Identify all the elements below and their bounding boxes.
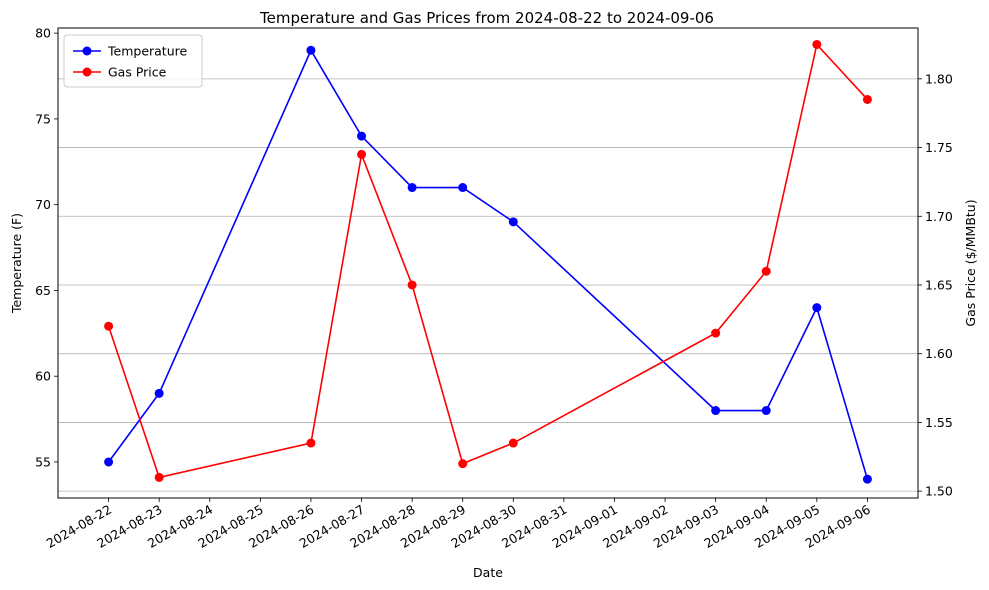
series-layer (104, 39, 872, 484)
data-point-gas-price (508, 438, 518, 448)
data-point-gas-price (812, 39, 822, 49)
y-tick-label: 80 (35, 26, 51, 41)
data-point-gas-price (306, 438, 316, 448)
data-point-gas-price (761, 266, 771, 276)
series-line-temperature (107, 48, 869, 480)
data-point-gas-price (407, 280, 417, 290)
data-point-temperature (508, 217, 518, 227)
data-point-gas-price (104, 321, 114, 331)
data-point-gas-price (458, 459, 468, 469)
y2-tick-label: 1.70 (925, 209, 953, 224)
y-axis-right-label: Gas Price ($/MMBtu) (963, 199, 978, 326)
data-point-temperature (862, 474, 872, 484)
x-axis: 2024-08-222024-08-232024-08-242024-08-25… (44, 498, 873, 551)
plot-frame (57, 27, 919, 499)
data-point-temperature (104, 457, 114, 467)
y-axis-left-label: Temperature (F) (9, 213, 24, 314)
y2-tick-label: 1.60 (925, 346, 953, 361)
chart-title: Temperature and Gas Prices from 2024-08-… (259, 9, 714, 27)
y-tick-label: 60 (35, 369, 51, 384)
data-point-temperature (761, 406, 771, 416)
data-point-temperature (357, 131, 367, 141)
grid (58, 78, 918, 492)
y2-tick-label: 1.65 (925, 277, 953, 292)
y2-tick-label: 1.50 (925, 484, 953, 499)
legend-marker-gas-price (82, 67, 92, 77)
data-point-temperature (711, 406, 721, 416)
y2-tick-label: 1.80 (925, 71, 953, 86)
data-point-gas-price (711, 328, 721, 338)
data-point-gas-price (862, 94, 872, 104)
data-point-temperature (812, 303, 822, 313)
series-line-gas-price (107, 42, 868, 479)
y-tick-label: 55 (35, 454, 51, 469)
y2-tick-label: 1.75 (925, 140, 953, 155)
data-point-temperature (154, 388, 164, 398)
data-point-temperature (458, 183, 468, 193)
y-axis-right: 1.50 1.55 1.60 1.65 1.70 1.75 1.80 (918, 71, 953, 499)
data-point-temperature (306, 45, 316, 55)
y-tick-label: 65 (35, 283, 51, 298)
legend-label-gas-price: Gas Price (108, 65, 167, 80)
legend-frame (63, 34, 203, 88)
y-tick-label: 75 (35, 111, 51, 126)
data-point-gas-price (154, 472, 164, 482)
y2-tick-label: 1.55 (925, 415, 953, 430)
data-point-temperature (407, 183, 417, 193)
x-axis-label: Date (473, 565, 503, 580)
y-tick-label: 70 (35, 197, 51, 212)
data-point-gas-price (357, 149, 367, 159)
legend-label-temperature: Temperature (107, 44, 187, 59)
legend: Temperature Gas Price (63, 34, 203, 88)
legend-marker-temperature (82, 46, 92, 56)
y-axis-left: 55 60 65 70 75 80 (35, 26, 58, 469)
